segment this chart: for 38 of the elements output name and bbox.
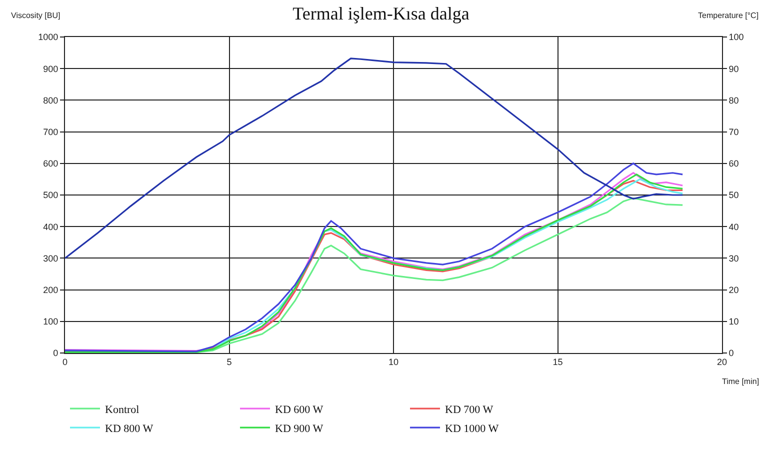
y2-tick-label: 90	[728, 64, 739, 74]
y-tick-label: 400	[43, 222, 58, 232]
chart-title: Termal işlem-Kısa dalga	[292, 3, 470, 24]
y-tick-label: 200	[43, 284, 58, 295]
y2-tick-label: 80	[728, 95, 739, 106]
y-axis-title: Viscosity [BU]	[11, 11, 60, 20]
line-series	[65, 58, 684, 259]
legend-label: KD 900 W	[275, 422, 324, 435]
x-tick-label: 20	[716, 356, 728, 367]
y2-tick-label: 40	[728, 222, 739, 232]
legend-label: KD 600 W	[275, 404, 324, 416]
y2-axis-title: Temperature [°C]	[698, 11, 759, 20]
y-tick-label: 500	[43, 190, 58, 200]
legend-label: KD 700 W	[445, 404, 494, 416]
y2-tick-label: 60	[728, 158, 739, 169]
y2-tick-label: 0	[728, 348, 734, 358]
y2-tick-label: 20	[728, 284, 739, 295]
y-tick-label: 700	[43, 126, 58, 137]
y2-tick-label: 70	[728, 126, 739, 137]
x-axis-title: Time [min]	[722, 377, 760, 386]
y-tick-label: 900	[43, 64, 58, 74]
y-tick-label: 0	[53, 348, 58, 358]
legend-label: Kontrol	[105, 404, 140, 416]
y-tick-label: 300	[43, 253, 58, 264]
y2-tick-label: 100	[728, 32, 744, 42]
y-tick-label: 800	[43, 95, 58, 106]
y-tick-label: 100	[43, 316, 58, 327]
y-tick-label: 600	[43, 158, 58, 169]
y2-tick-label: 50	[728, 190, 739, 200]
y2-tick-label: 30	[728, 253, 739, 264]
x-tick-label: 15	[552, 356, 563, 367]
x-tick-label: 5	[226, 356, 232, 367]
x-tick-label: 10	[388, 356, 399, 367]
legend-label: KD 1000 W	[445, 422, 500, 435]
y-tick-label: 1000	[38, 32, 58, 42]
x-tick-label: 0	[62, 356, 68, 367]
legend-label: KD 800 W	[105, 422, 154, 435]
y2-tick-label: 10	[728, 316, 739, 327]
